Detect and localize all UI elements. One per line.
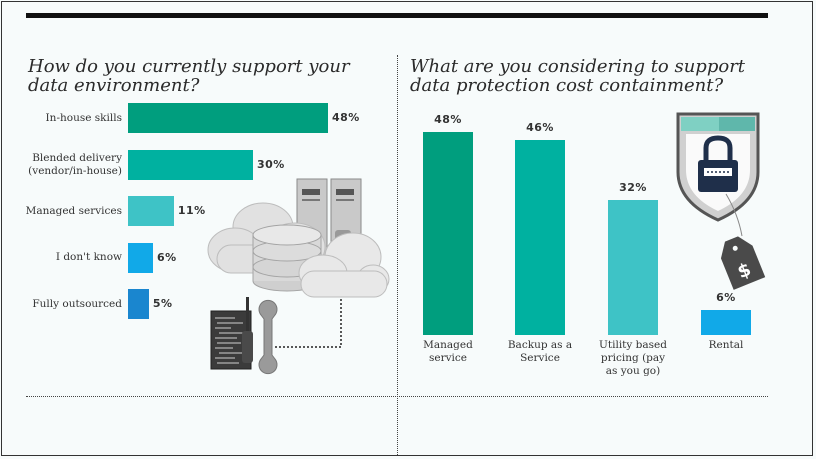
vbar (608, 199, 658, 335)
hbar-value-label: 5% (152, 297, 173, 310)
hbar-value-label: 6% (157, 250, 177, 264)
hbar-value-label: 48% (332, 111, 360, 124)
vbar (423, 132, 473, 335)
vbar-value-label: 32% (619, 180, 647, 194)
hbar (128, 289, 149, 319)
hbar (128, 196, 174, 226)
hbar-label: In-house skills (45, 111, 122, 124)
vbar (515, 140, 565, 335)
hbar (128, 242, 153, 273)
screwdriver-icon (242, 297, 253, 363)
price-tag-icon: $ (720, 236, 766, 290)
hbar (128, 149, 253, 180)
vbar-label: Utility based pricing (pay as you go) (599, 339, 667, 377)
vbar-label: Rental (708, 339, 744, 351)
hbar-value-label: 30% (257, 157, 285, 171)
hbar-label: Blended delivery (vendor/in-house) (28, 151, 122, 177)
right-chart-title: What are you considering to support data… (410, 56, 746, 96)
cloud-server-icon (207, 178, 390, 375)
vbar-label: Managed service (423, 339, 473, 364)
hbar-label: Managed services (25, 204, 122, 217)
vbar-value-label: 6% (716, 290, 736, 304)
cloud-front-icon (298, 232, 390, 298)
horizontal-divider (26, 396, 768, 397)
vbar (701, 309, 751, 335)
shield-lock-icon: $ (676, 112, 766, 290)
left-chart-title: How do you currently support your data e… (28, 56, 350, 96)
vbar-value-label: 46% (526, 121, 554, 135)
hbar-value-label: 11% (177, 204, 206, 217)
hbar-label: Fully outsourced (32, 297, 122, 310)
wrench-icon (258, 299, 278, 375)
vertical-divider (397, 55, 398, 455)
hbar (128, 103, 328, 133)
top-rule (26, 13, 768, 18)
vbar-label: Backup as a Service (507, 339, 573, 364)
hbar-label: I don't know (55, 251, 122, 263)
vbar-value-label: 48% (434, 113, 462, 126)
